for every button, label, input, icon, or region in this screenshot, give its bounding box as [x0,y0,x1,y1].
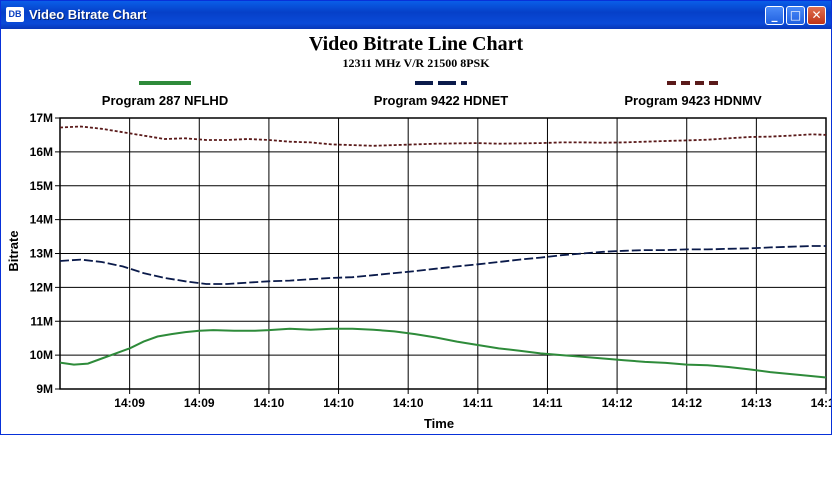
maximize-button[interactable]: □ [786,6,805,25]
y-axis-ticks: 9M 10M 11M 12M 13M 14M 15M 16M 17M [30,111,60,396]
y-tick-label: 11M [30,314,53,328]
y-tick-label: 12M [30,280,53,294]
x-axis-label: Time [424,416,454,431]
app-icon: DB [6,7,24,22]
x-tick-label: 14:12 [671,396,702,410]
window-title: Video Bitrate Chart [29,7,147,22]
series-line-1 [59,327,827,379]
y-tick-label: 15M [30,179,53,193]
grid [59,117,827,390]
y-tick-label: 17M [30,111,53,125]
y-tick-label: 16M [30,145,53,159]
y-tick-label: 14M [30,213,53,227]
series-line-3 [59,125,827,147]
x-axis-ticks: 14:09 14:09 14:10 14:10 14:10 14:11 14:11 14:12… [114,389,834,410]
minimize-button[interactable]: _ [765,6,784,25]
y-tick-label: 10M [30,348,53,362]
x-tick-label: 14:12 [602,396,633,410]
x-tick-label: 14:13 [811,396,831,410]
chart-area: Video Bitrate Line Chart 12311 MHz V/R 2… [1,29,834,434]
x-tick-label: 14:10 [393,396,424,410]
legend: Program 287 NFLHD Program 9422 HDNET Progr… [102,81,762,108]
legend-label-2: Program 9422 HDNET [374,93,508,108]
title-bar[interactable]: DB Video Bitrate Chart _ □ ✕ [1,1,831,29]
chart-window: DB Video Bitrate Chart _ □ ✕ Video Bitra… [0,0,834,435]
chart-title: Video Bitrate Line Chart [309,33,524,55]
bitrate-chart: Video Bitrate Line Chart 12311 MHz V/R 2… [6,33,834,431]
close-button[interactable]: ✕ [807,6,826,25]
x-tick-label: 14:11 [532,396,562,410]
y-tick-label: 9M [36,382,53,396]
x-tick-label: 14:09 [114,396,145,410]
chart-subtitle: 12311 MHz V/R 21500 8PSK [342,56,490,70]
legend-label-3: Program 9423 HDNMV [624,93,762,108]
series-line-2 [59,245,826,285]
series-layer [59,125,827,379]
x-tick-label: 14:13 [741,396,772,410]
x-tick-label: 14:10 [254,396,285,410]
x-tick-label: 14:10 [323,396,354,410]
legend-label-1: Program 287 NFLHD [102,93,228,108]
y-axis-label: Bitrate [6,230,21,271]
x-tick-label: 14:11 [463,396,493,410]
y-tick-label: 13M [30,247,53,261]
x-tick-label: 14:09 [184,396,215,410]
